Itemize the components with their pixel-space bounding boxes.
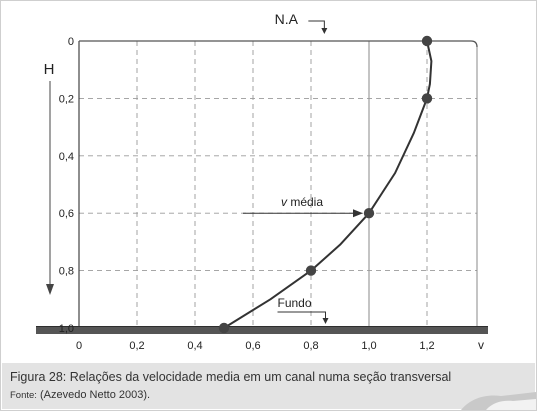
data-point — [421, 35, 433, 47]
x-tick-label: 0,4 — [187, 340, 202, 352]
mean-velocity-label: v média — [281, 195, 323, 209]
y-axis-label: H — [44, 61, 55, 78]
x-tick-label: 1,2 — [419, 340, 434, 352]
grid — [79, 41, 477, 328]
velocity-curve — [223, 40, 433, 329]
surface-label: N.A — [275, 11, 299, 27]
data-points — [218, 35, 433, 334]
mean-velocity-arrow-head — [353, 209, 363, 218]
figure-source: Fonte: (Azevedo Netto 2003). — [10, 389, 150, 401]
data-point — [305, 265, 317, 276]
y-tick-label: 0 — [68, 36, 74, 48]
figure-caption: Figura 28: Relações da velocidade media … — [10, 370, 452, 384]
x-tick-label: 0,6 — [245, 340, 260, 352]
data-point — [218, 322, 230, 334]
source-text: (Azevedo Netto 2003). — [40, 389, 151, 401]
source-label: Fonte: — [10, 390, 37, 401]
axes — [36, 40, 488, 334]
y-tick-label: 0,4 — [59, 151, 74, 163]
y-tick-label: 1,0 — [59, 323, 74, 335]
y-tick-label: 0,6 — [59, 208, 74, 220]
x-tick-label: 1,0 — [361, 340, 376, 352]
y-tick-label: 0,2 — [59, 93, 74, 105]
bottom-pointer-head — [322, 318, 329, 324]
y-tick-label: 0,8 — [59, 266, 74, 278]
x-tick-label: 0,8 — [303, 340, 318, 352]
surface-pointer — [308, 20, 325, 31]
data-point — [363, 208, 375, 219]
annotations: N.A v média Fundo — [243, 11, 363, 324]
bottom-pointer — [277, 311, 326, 321]
velocity-profile-chart: 00,20,40,60,81,00 0,2 0,4 0,6 0,8 1,0 1,2 vH N.… — [36, 11, 488, 352]
bottom-label: Fundo — [278, 296, 312, 310]
x-tick-label: 0,2 — [129, 340, 144, 352]
x-axis-label: v — [478, 338, 484, 352]
surface-pointer-head — [321, 28, 328, 34]
tick-labels: 00,20,40,60,81,00 0,2 0,4 0,6 0,8 1,0 1,2 vH — [44, 36, 484, 352]
caption-box: Figura 28: Relações da velocidade media … — [2, 363, 535, 409]
riverbed-band — [36, 326, 488, 334]
x-tick-label: 0 — [76, 340, 82, 352]
data-point — [421, 93, 433, 104]
water-surface-line — [79, 40, 478, 48]
depth-arrow-head — [46, 284, 54, 295]
velocity-profile-line — [223, 40, 433, 329]
page-curl-decoration — [461, 392, 536, 410]
